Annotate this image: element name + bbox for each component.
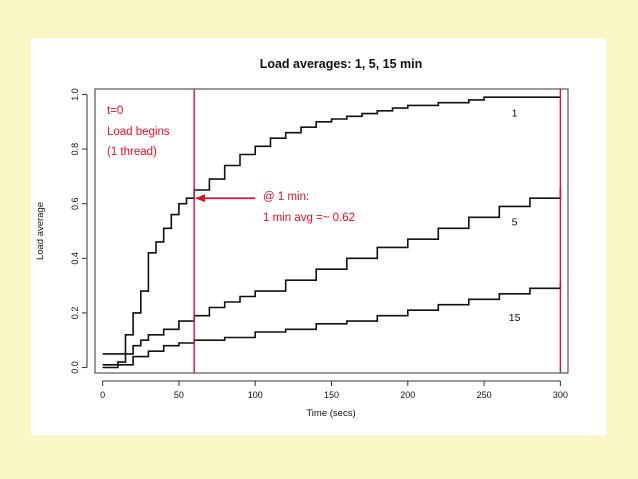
y-tick-label: 0.4 bbox=[70, 252, 80, 265]
x-tick-label: 250 bbox=[477, 390, 492, 400]
chart-title: Load averages: 1, 5, 15 min bbox=[260, 57, 423, 71]
series-line-15 bbox=[102, 282, 562, 369]
y-tick-label: 0.2 bbox=[70, 307, 80, 320]
y-tick-label: 0.0 bbox=[70, 361, 80, 374]
x-tick-label: 50 bbox=[174, 390, 184, 400]
series-label-5: 5 bbox=[512, 217, 518, 229]
x-tick-label: 300 bbox=[553, 390, 568, 400]
series-label-1: 1 bbox=[512, 107, 518, 119]
series-lines bbox=[102, 96, 562, 369]
start-annotation-line-1: t=0 bbox=[107, 105, 123, 117]
x-tick-label: 0 bbox=[100, 390, 105, 400]
y-tick-label: 0.8 bbox=[70, 143, 80, 156]
x-tick-label: 150 bbox=[324, 390, 339, 400]
y-axis: 0.0 0.2 0.4 0.6 0.8 1.0 bbox=[70, 88, 88, 374]
arrow-annotation-line-1: @ 1 min: bbox=[263, 191, 309, 203]
x-axis: 0 50 100 150 200 250 300 bbox=[100, 380, 568, 400]
x-axis-label: Time (secs) bbox=[306, 408, 355, 419]
series-label-15: 15 bbox=[509, 312, 521, 324]
x-tick-label: 100 bbox=[248, 390, 263, 400]
start-annotation-line-3: (1 thread) bbox=[107, 146, 157, 158]
plot-frame bbox=[94, 88, 569, 374]
vertical-markers bbox=[193, 89, 562, 373]
series-line-1 bbox=[102, 96, 561, 355]
y-tick-label: 0.6 bbox=[70, 197, 80, 210]
start-annotation-line-2: Load begins bbox=[107, 126, 170, 138]
arrow-annotation: @ 1 min: 1 min avg =~ 0.62 bbox=[263, 191, 355, 224]
arrow-annotation-line-2: 1 min avg =~ 0.62 bbox=[263, 212, 355, 224]
x-tick-label: 200 bbox=[400, 390, 415, 400]
start-annotation: t=0 Load begins (1 thread) bbox=[107, 105, 173, 158]
y-tick-label: 1.0 bbox=[70, 88, 80, 101]
load-average-chart: Load averages: 1, 5, 15 min 0.0 0.2 0.4 0.6… bbox=[35, 57, 569, 419]
chart-card: Load averages: 1, 5, 15 min 0.0 0.2 0.4 0.6… bbox=[31, 38, 606, 435]
series-line-5 bbox=[102, 187, 562, 366]
y-axis-label: Load average bbox=[35, 202, 46, 260]
